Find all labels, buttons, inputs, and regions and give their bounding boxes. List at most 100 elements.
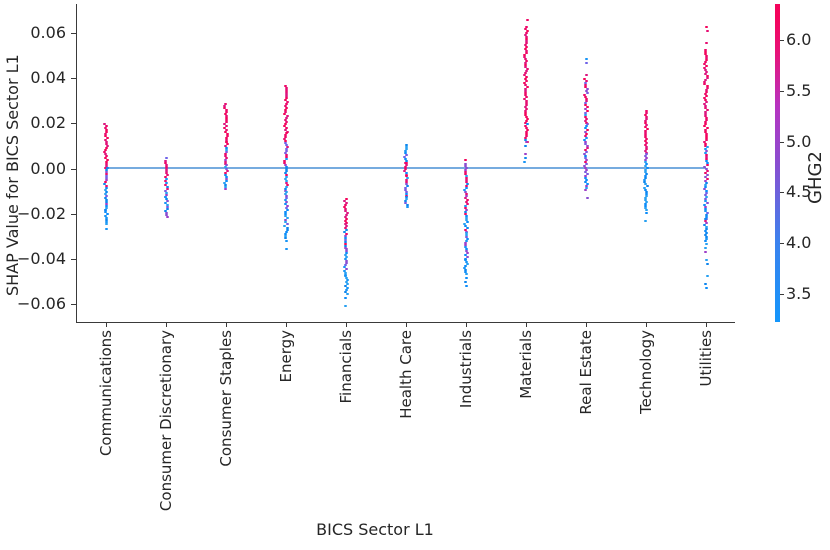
shap-dot bbox=[583, 135, 587, 138]
shap-dot bbox=[285, 184, 289, 186]
shap-dot bbox=[705, 145, 709, 148]
shap-dot bbox=[705, 195, 709, 198]
shap-dot bbox=[283, 124, 287, 127]
shap-dot bbox=[344, 242, 348, 245]
shap-dot bbox=[224, 138, 228, 141]
shap-dot bbox=[463, 204, 467, 207]
shap-dot bbox=[405, 159, 409, 162]
shap-dot bbox=[283, 160, 287, 163]
shap-dot bbox=[284, 191, 288, 194]
shap-dot bbox=[584, 85, 588, 88]
shap-dot bbox=[224, 136, 228, 139]
shap-dot bbox=[644, 160, 648, 163]
shap-dot bbox=[164, 167, 168, 170]
shap-dot bbox=[104, 171, 108, 174]
y-tick-label: 0.04 bbox=[30, 68, 66, 87]
shap-dot bbox=[584, 184, 588, 187]
shap-dot bbox=[524, 63, 528, 66]
shap-dot bbox=[165, 185, 169, 188]
shap-dot bbox=[525, 19, 529, 21]
shap-dot bbox=[283, 134, 287, 137]
shap-dot bbox=[463, 267, 467, 270]
shap-dot bbox=[104, 133, 108, 136]
shap-dot bbox=[464, 245, 468, 248]
shap-dot bbox=[584, 117, 588, 120]
shap-dot bbox=[524, 75, 528, 78]
colorbar-tickmark bbox=[780, 192, 784, 193]
shap-dot bbox=[285, 239, 288, 242]
shap-dot bbox=[165, 211, 169, 214]
shap-dot bbox=[704, 52, 708, 55]
shap-dot bbox=[105, 145, 109, 148]
shap-dot bbox=[343, 230, 347, 233]
shap-dot bbox=[583, 103, 587, 106]
shap-dot bbox=[523, 43, 527, 46]
shap-dot bbox=[405, 205, 409, 208]
shap-dot bbox=[223, 104, 227, 107]
shap-dot bbox=[704, 60, 708, 63]
shap-dot bbox=[524, 35, 528, 38]
shap-dot bbox=[225, 116, 229, 119]
shap-dot bbox=[345, 281, 349, 283]
shap-dot bbox=[523, 145, 527, 148]
shap-dot bbox=[405, 185, 409, 188]
shap-dot bbox=[645, 190, 648, 193]
shap-dot bbox=[585, 151, 589, 154]
shap-dot bbox=[703, 68, 707, 71]
shap-dot bbox=[645, 211, 649, 214]
shap-dot bbox=[284, 88, 288, 91]
x-axis-title: BICS Sector L1 bbox=[316, 520, 434, 539]
shap-dot bbox=[165, 193, 169, 196]
shap-dot bbox=[465, 192, 469, 195]
shap-dot bbox=[705, 25, 709, 28]
shap-dot bbox=[283, 112, 287, 115]
shap-dot bbox=[284, 116, 288, 119]
shap-dot bbox=[583, 155, 587, 158]
x-tick-label: Technology bbox=[637, 330, 655, 415]
shap-dot bbox=[644, 194, 648, 197]
shap-dot bbox=[403, 167, 407, 170]
shap-dot bbox=[285, 100, 289, 103]
shap-dot bbox=[464, 212, 468, 215]
shap-dot bbox=[583, 115, 587, 118]
shap-dot bbox=[285, 182, 289, 184]
shap-dot bbox=[105, 167, 109, 170]
shap-dot bbox=[225, 151, 228, 154]
shap-dot bbox=[464, 166, 468, 169]
shap-dot bbox=[644, 113, 648, 116]
shap-dot bbox=[463, 168, 467, 171]
shap-dot bbox=[165, 215, 169, 218]
shap-dot bbox=[284, 203, 288, 206]
shap-dot bbox=[704, 120, 708, 123]
shap-dot bbox=[285, 154, 289, 157]
shap-dot bbox=[224, 141, 228, 144]
shap-dot bbox=[703, 110, 707, 113]
shap-dot bbox=[583, 101, 587, 104]
shap-dot bbox=[643, 139, 647, 142]
shap-dot bbox=[704, 144, 708, 147]
shap-dot bbox=[224, 164, 228, 166]
shap-dot bbox=[285, 90, 289, 93]
shap-dot bbox=[704, 41, 708, 44]
shap-dot bbox=[704, 92, 708, 95]
shap-dot bbox=[583, 165, 587, 168]
shap-dot bbox=[523, 47, 527, 50]
shap-dot bbox=[284, 86, 288, 89]
shap-dot bbox=[583, 83, 587, 86]
shap-dot bbox=[464, 200, 468, 203]
shap-dot bbox=[283, 98, 287, 101]
shap-dot bbox=[704, 116, 708, 119]
y-tickmark bbox=[71, 259, 76, 260]
shap-dot bbox=[285, 186, 289, 188]
shap-dot bbox=[703, 140, 707, 143]
shap-dot bbox=[465, 184, 469, 187]
shap-dot bbox=[224, 183, 227, 186]
shap-dot bbox=[405, 179, 409, 182]
shap-dot bbox=[523, 139, 527, 142]
shap-dot bbox=[405, 175, 409, 178]
shap-dot bbox=[525, 79, 529, 82]
shap-dot bbox=[464, 241, 468, 244]
colorbar-tick-label: 5.5 bbox=[786, 81, 812, 100]
colorbar-title: GHG2 bbox=[805, 151, 826, 204]
shap-dot bbox=[345, 287, 349, 289]
